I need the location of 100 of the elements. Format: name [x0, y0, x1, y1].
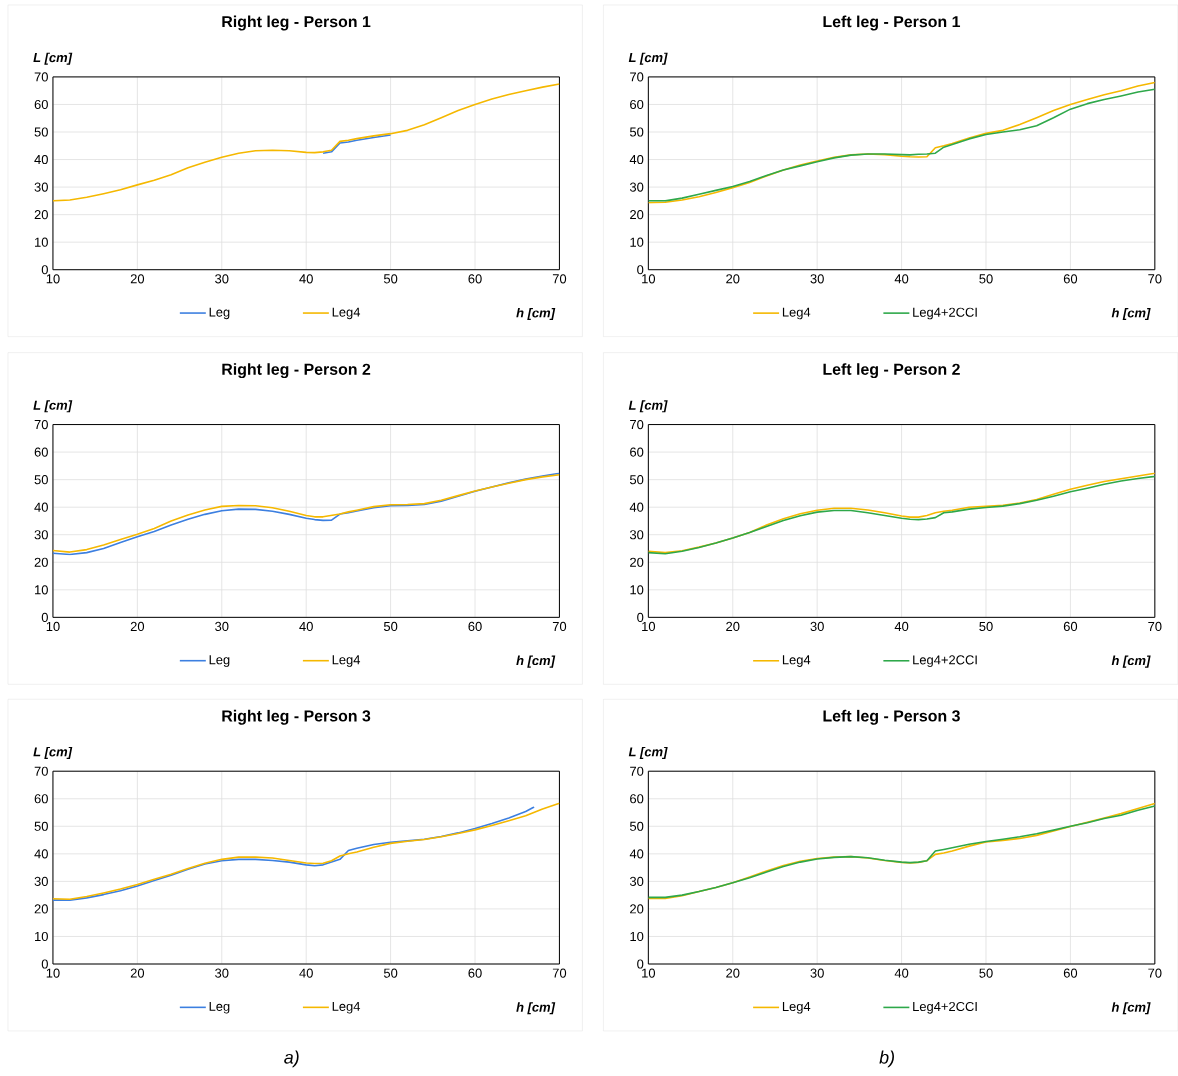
y-tick-label: 50	[34, 475, 48, 485]
y-tick-label: 20	[34, 210, 48, 220]
x-tick-label: 30	[810, 968, 824, 978]
legend-label: Leg4	[332, 307, 361, 320]
x-tick-label: 60	[1063, 968, 1078, 978]
chart-title: Right leg - Person 1	[222, 15, 371, 31]
x-tick-label: 40	[894, 274, 909, 284]
x-tick-label: 50	[979, 621, 993, 632]
x-tick-label: 50	[979, 274, 993, 284]
y-tick-label: 0	[41, 612, 48, 622]
x-tick-label: 70	[552, 621, 567, 632]
x-axis-title: h [cm]	[516, 1002, 556, 1015]
y-tick-label: 0	[637, 612, 644, 622]
x-tick-label: 20	[130, 968, 145, 978]
x-tick-label: 40	[299, 968, 313, 978]
x-tick-label: 70	[552, 274, 567, 284]
y-tick-label: 30	[34, 182, 48, 192]
x-tick-label: 50	[383, 621, 398, 632]
chart-title: Left leg - Person 3	[823, 709, 960, 725]
legend-label: Leg4	[782, 307, 811, 320]
chart-title: Right leg - Person 3	[222, 709, 371, 725]
x-tick-label: 40	[299, 274, 313, 284]
line-series	[322, 134, 392, 155]
text: a)	[284, 1050, 299, 1068]
legend-label: Leg4+2CCI	[913, 307, 977, 320]
y-tick-label: 70	[34, 766, 48, 776]
x-tick-label: 20	[726, 274, 740, 284]
y-tick-label: 10	[35, 237, 48, 247]
text: b)	[879, 1050, 894, 1068]
legend-label: Leg4+2CCI	[913, 655, 977, 668]
y-axis-title: L [cm]	[33, 52, 73, 65]
x-tick-label: 70	[1148, 274, 1162, 284]
x-tick-label: 60	[468, 968, 482, 978]
legend-label: Leg4	[782, 655, 811, 667]
legend-label: Leg	[209, 1001, 230, 1014]
x-tick-label: 30	[215, 621, 229, 632]
y-tick-label: 30	[34, 530, 48, 540]
x-tick-label: 20	[726, 968, 740, 978]
y-tick-label: 60	[34, 794, 48, 804]
x-tick-label: 30	[215, 274, 229, 284]
x-tick-label: 50	[383, 274, 398, 284]
y-tick-label: 40	[629, 155, 644, 165]
y-tick-label: 60	[630, 794, 644, 804]
x-tick-label: 20	[726, 621, 740, 632]
x-tick-label: 50	[383, 968, 398, 978]
y-tick-label: 70	[34, 420, 48, 430]
x-tick-label: 20	[130, 621, 145, 632]
chart-title: Right leg - Person 2	[222, 363, 371, 379]
legend-label: Leg4	[332, 1001, 361, 1014]
x-tick-label: 30	[810, 274, 824, 284]
y-tick-label: 40	[629, 502, 644, 512]
y-tick-label: 30	[629, 876, 644, 886]
y-axis-title: L [cm]	[33, 746, 73, 760]
y-tick-label: 60	[34, 99, 48, 110]
y-tick-label: 10	[630, 237, 644, 247]
x-tick-label: 70	[552, 968, 567, 978]
y-tick-label: 20	[34, 904, 48, 914]
x-tick-label: 70	[1148, 621, 1162, 632]
y-tick-label: 30	[34, 876, 48, 886]
y-tick-label: 30	[629, 530, 644, 540]
x-tick-label: 20	[130, 274, 145, 284]
y-axis-title: L [cm]	[33, 400, 73, 413]
chart-title: Left leg - Person 1	[823, 15, 961, 31]
y-axis-title: L [cm]	[628, 52, 668, 65]
y-tick-label: 10	[630, 585, 644, 595]
y-tick-label: 60	[34, 447, 48, 457]
y-tick-label: 0	[41, 959, 48, 969]
x-axis-title: h [cm]	[1111, 1002, 1151, 1015]
y-tick-label: 50	[34, 821, 48, 831]
y-tick-label: 20	[630, 210, 644, 220]
x-tick-label: 30	[215, 968, 229, 978]
y-tick-label: 40	[629, 849, 644, 859]
y-tick-label: 50	[34, 127, 48, 137]
y-tick-label: 20	[630, 557, 644, 567]
x-tick-label: 30	[810, 621, 824, 632]
x-tick-label: 60	[468, 274, 482, 284]
line-series	[52, 83, 560, 202]
y-tick-label: 20	[630, 904, 644, 914]
y-tick-label: 10	[35, 585, 48, 595]
y-tick-label: 0	[41, 265, 48, 275]
y-tick-label: 40	[34, 155, 48, 165]
y-tick-label: 60	[630, 447, 644, 457]
y-tick-label: 10	[35, 931, 48, 942]
x-axis-title: h [cm]	[516, 308, 556, 321]
x-tick-label: 60	[468, 621, 482, 632]
y-tick-label: 30	[629, 182, 644, 192]
legend-label: Leg	[209, 307, 230, 320]
x-axis-title: h [cm]	[1111, 655, 1151, 668]
y-tick-label: 60	[630, 99, 644, 110]
x-axis-title: h [cm]	[1111, 308, 1151, 321]
y-tick-label: 50	[629, 475, 644, 485]
legend-label: Leg4	[332, 655, 361, 667]
y-tick-label: 70	[34, 72, 48, 82]
y-axis-title: L [cm]	[628, 746, 668, 760]
legend-label: Leg	[209, 655, 230, 667]
y-tick-label: 70	[630, 766, 644, 776]
x-tick-label: 60	[1063, 274, 1078, 284]
y-tick-label: 10	[630, 931, 644, 942]
x-tick-label: 70	[1148, 968, 1162, 978]
y-tick-label: 50	[629, 821, 644, 831]
